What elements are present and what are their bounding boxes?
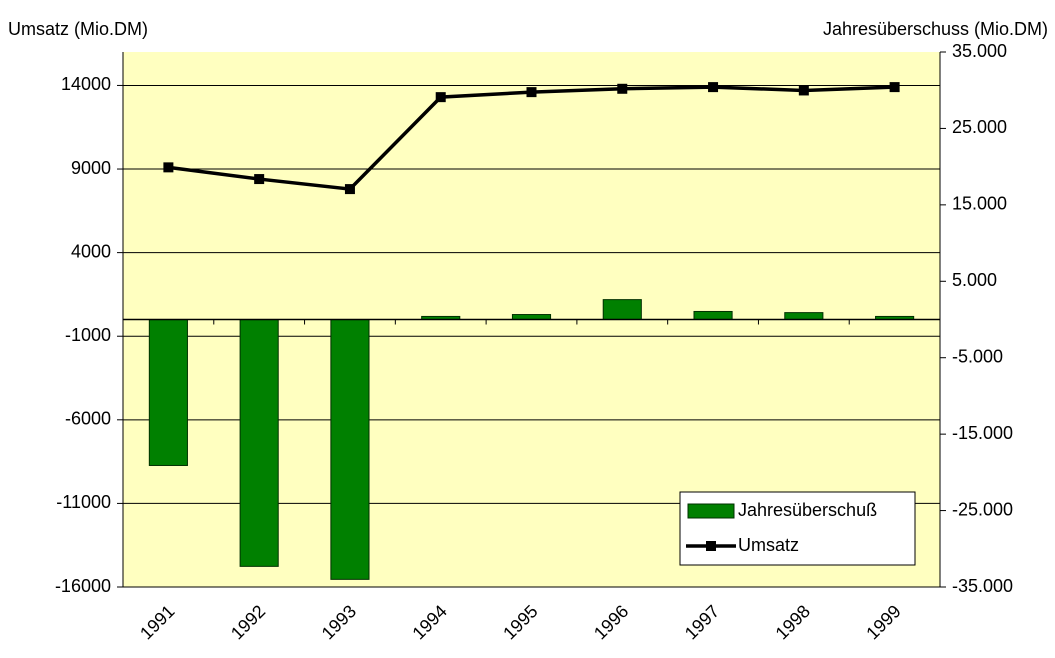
marker [435,92,446,103]
y-tick-label: 14000 [61,74,111,94]
legend-marker [706,541,716,551]
bar [239,319,279,567]
y-tick-label: -6000 [65,409,111,429]
y2-tick-label: 15.000 [952,194,1007,214]
x-tick-label: 1992 [227,601,269,643]
y2-tick-label: 25.000 [952,117,1007,137]
legend-label: Umsatz [738,535,799,555]
x-tick-label: 1996 [590,601,632,643]
legend-swatch [687,503,735,519]
bar [330,319,370,580]
y2-tick-label: 35.000 [952,41,1007,61]
marker [617,83,628,94]
y2-tick-label: -25.000 [952,499,1013,519]
y-tick-label: -16000 [55,576,111,596]
x-tick-label: 1999 [862,601,904,643]
bar [602,299,642,320]
marker [163,162,174,173]
y2-tick-label: -5.000 [952,346,1003,366]
marker [526,87,537,98]
bar [784,312,824,321]
y2-tick-label: 5.000 [952,270,997,290]
x-tick-label: 1995 [499,601,541,643]
x-tick-label: 1997 [681,601,723,643]
y-tick-label: 4000 [71,241,111,261]
bar [693,310,733,321]
marker [889,82,900,93]
marker [344,184,355,195]
bar [148,319,188,466]
legend-label: Jahresüberschuß [738,500,877,520]
marker [254,174,265,185]
x-tick-label: 1993 [318,601,360,643]
x-tick-label: 1994 [408,601,450,643]
x-tick-label: 1991 [136,601,178,643]
x-tick-label: 1998 [772,601,814,643]
marker [708,82,719,93]
marker [798,85,809,96]
y-tick-label: -1000 [65,325,111,345]
y-axis-title: Umsatz (Mio.DM) [8,19,148,39]
y-tick-label: 9000 [71,158,111,178]
y2-axis-title: Jahresüberschuss (Mio.DM) [823,19,1048,39]
y-tick-label: -11000 [56,492,111,512]
y2-tick-label: -15.000 [952,423,1013,443]
y2-tick-label: -35.000 [952,576,1013,596]
